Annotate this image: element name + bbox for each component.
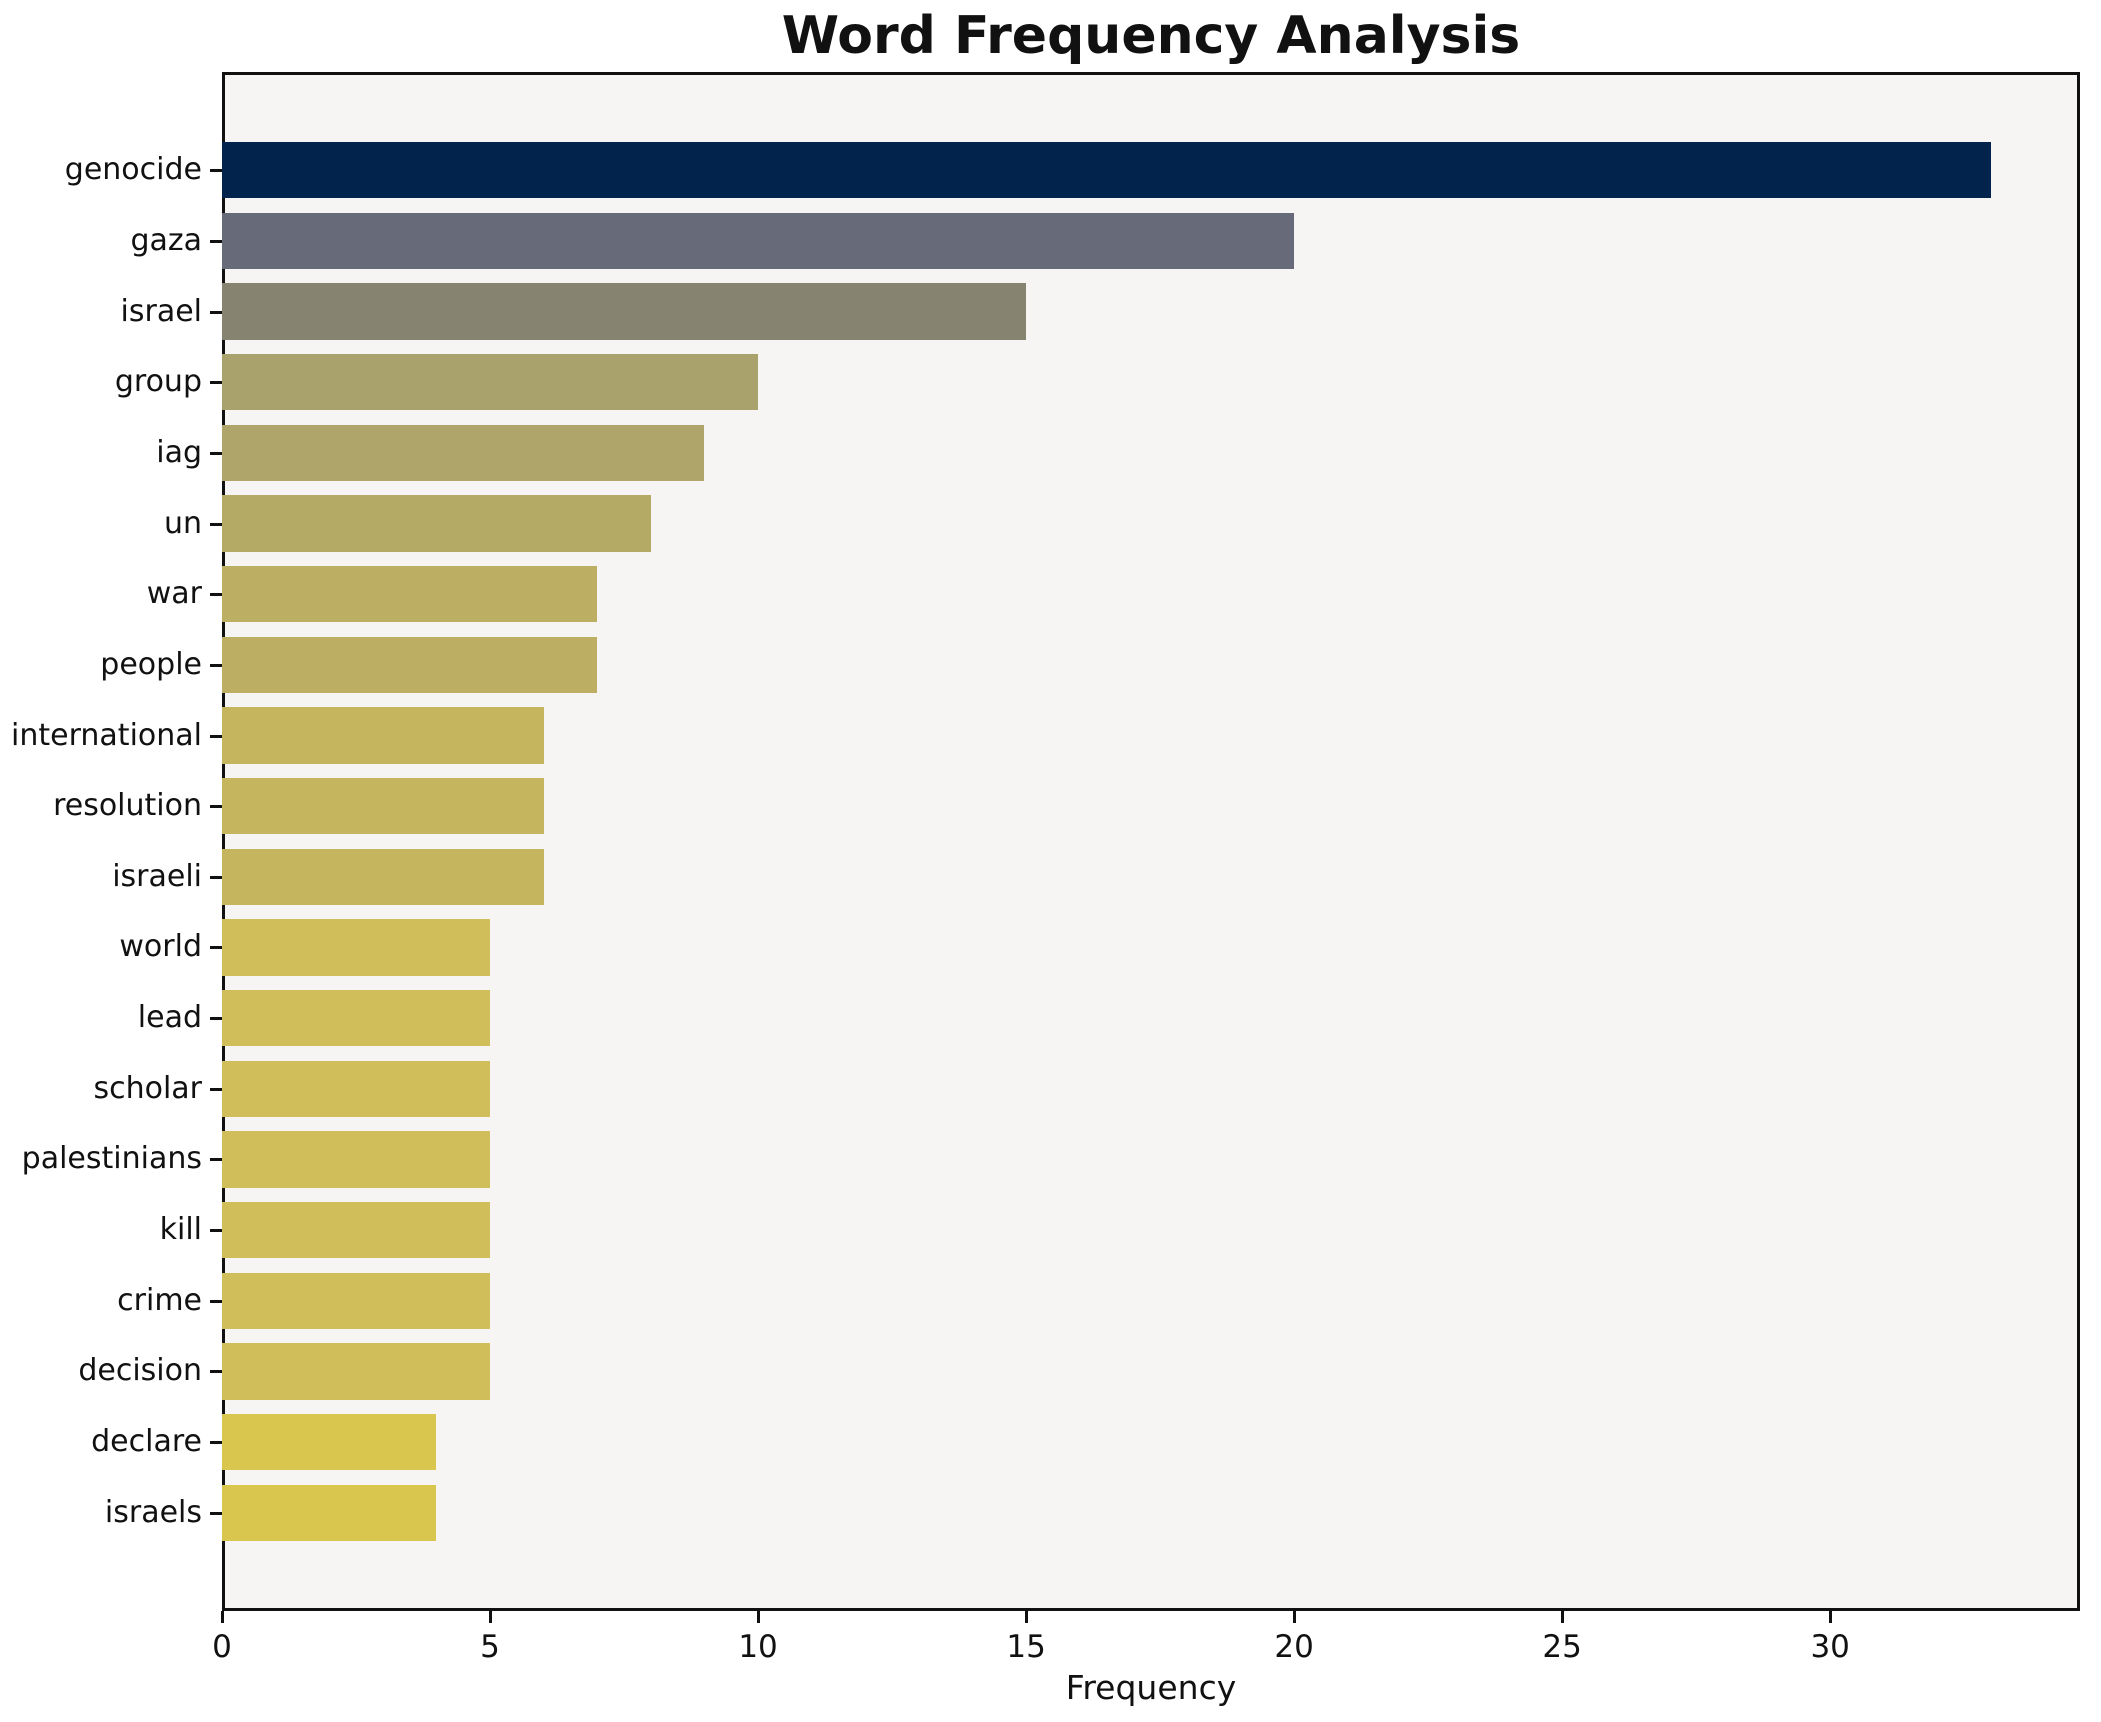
y-tick xyxy=(210,805,222,809)
y-tick xyxy=(210,522,222,526)
bar-group xyxy=(222,353,759,411)
bar-world xyxy=(222,919,491,976)
y-tick-label: israel xyxy=(120,293,202,329)
x-tick-label: 25 xyxy=(1542,1629,1582,1665)
y-tick xyxy=(210,1017,222,1021)
bar-kill xyxy=(222,1201,491,1259)
y-tick xyxy=(210,1370,222,1374)
y-tick-label: kill xyxy=(159,1212,202,1248)
y-tick-label: people xyxy=(100,646,202,682)
y-tick xyxy=(210,875,222,879)
y-tick-label: group xyxy=(114,364,202,400)
y-tick xyxy=(210,451,222,455)
bar-decision xyxy=(222,1343,491,1400)
x-tick xyxy=(1024,1611,1028,1623)
y-tick xyxy=(210,946,222,950)
y-tick xyxy=(210,310,222,314)
bar-people xyxy=(222,636,598,694)
x-tick-label: 10 xyxy=(738,1629,778,1665)
y-tick-label: scholar xyxy=(93,1070,202,1106)
bar-israeli xyxy=(222,848,544,906)
y-tick xyxy=(210,734,222,738)
x-tick xyxy=(1292,1611,1296,1623)
y-tick-label: israeli xyxy=(112,858,202,894)
bar-israel xyxy=(222,283,1027,340)
x-tick-label: 0 xyxy=(212,1629,232,1665)
y-tick-label: un xyxy=(163,505,202,541)
y-tick xyxy=(210,1511,222,1515)
y-tick xyxy=(210,169,222,173)
y-tick-label: international xyxy=(11,717,202,753)
bar-international xyxy=(222,707,544,764)
y-tick xyxy=(210,1299,222,1303)
bar-gaza xyxy=(222,212,1295,270)
x-tick xyxy=(1560,1611,1564,1623)
x-tick-label: 20 xyxy=(1274,1629,1314,1665)
y-tick xyxy=(210,593,222,597)
bar-resolution xyxy=(222,777,544,835)
y-tick xyxy=(210,239,222,243)
y-tick-label: war xyxy=(146,576,202,612)
y-tick-label: decision xyxy=(78,1353,202,1389)
bar-iag xyxy=(222,424,705,482)
bar-war xyxy=(222,565,598,623)
y-tick-label: world xyxy=(119,929,202,965)
x-tick xyxy=(220,1611,224,1623)
bar-crime xyxy=(222,1272,491,1330)
y-tick xyxy=(210,1158,222,1162)
y-tick xyxy=(210,663,222,667)
y-tick xyxy=(210,1229,222,1233)
y-tick-label: genocide xyxy=(64,152,202,188)
bar-palestinians xyxy=(222,1131,491,1188)
chart-title: Word Frequency Analysis xyxy=(781,6,1521,66)
x-tick xyxy=(1828,1611,1832,1623)
y-tick-label: iag xyxy=(156,434,202,470)
y-tick-label: palestinians xyxy=(21,1141,202,1177)
x-tick-label: 30 xyxy=(1810,1629,1850,1665)
bar-lead xyxy=(222,989,491,1047)
x-tick-label: 5 xyxy=(480,1629,500,1665)
y-tick xyxy=(210,1087,222,1091)
bar-israels xyxy=(222,1484,437,1542)
bar-declare xyxy=(222,1413,437,1471)
y-tick-label: resolution xyxy=(53,788,202,824)
x-tick xyxy=(756,1611,760,1623)
x-tick xyxy=(488,1611,492,1623)
y-tick xyxy=(210,1441,222,1445)
y-tick-label: lead xyxy=(137,1000,202,1036)
y-tick-label: declare xyxy=(91,1424,202,1460)
y-tick-label: gaza xyxy=(130,222,202,258)
y-tick-label: crime xyxy=(117,1282,202,1318)
bar-un xyxy=(222,495,651,552)
bar-genocide xyxy=(222,141,1991,199)
bar-scholar xyxy=(222,1060,491,1118)
y-tick xyxy=(210,381,222,385)
y-tick-label: israels xyxy=(104,1494,202,1530)
x-axis-label: Frequency xyxy=(1065,1668,1237,1707)
x-tick-label: 15 xyxy=(1006,1629,1046,1665)
